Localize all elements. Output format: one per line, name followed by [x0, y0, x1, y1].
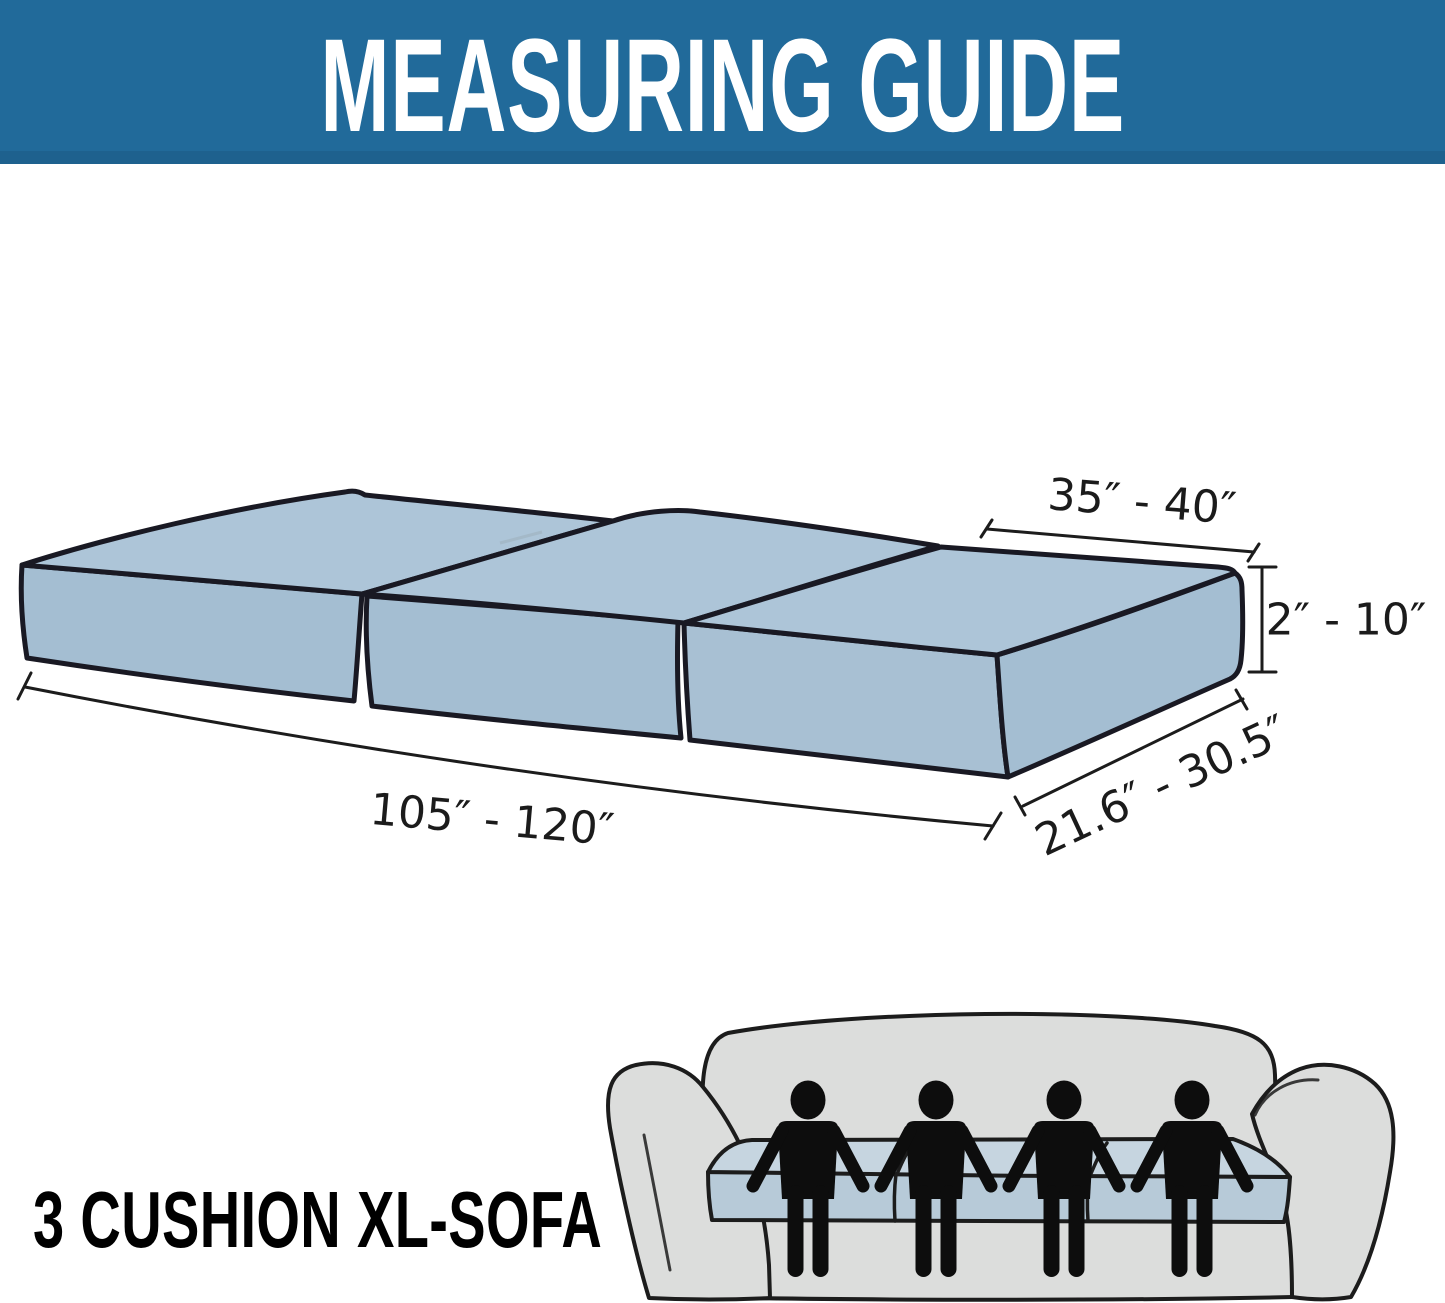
- dim-tick: [979, 518, 994, 539]
- sofa-right-arm-crease: [1253, 1078, 1320, 1117]
- banner: MEASURING GUIDE: [0, 0, 1445, 164]
- dim-line-width: [985, 527, 1256, 554]
- sofa-illustration: [606, 1011, 1396, 1302]
- dim-tick: [16, 671, 33, 701]
- dim-tick: [983, 811, 1003, 841]
- sofa-left-arm-crease: [642, 1133, 672, 1272]
- page-title: MEASURING GUIDE: [320, 10, 1125, 160]
- cushion-1-smudge: [499, 530, 543, 545]
- dim-label-seat-thickness: 2″ - 10″: [1265, 594, 1427, 646]
- cushion-1-top: [19, 488, 616, 597]
- dim-tick: [1013, 795, 1027, 817]
- dimension-lines: [16, 518, 1278, 841]
- cushion-3-top: [681, 544, 1238, 658]
- sofa-seat-seam: [892, 1172, 898, 1223]
- sofa-right-arm: [1250, 1062, 1396, 1302]
- product-title: 3 CUSHION XL-SOFA: [33, 1175, 603, 1264]
- dim-line-length: [23, 685, 995, 828]
- sofa-left-arm: [606, 1061, 772, 1302]
- cushion-2-top: [359, 508, 941, 626]
- dim-tick: [1234, 688, 1249, 711]
- dim-line-depth: [1021, 697, 1245, 808]
- dim-tick: [1246, 542, 1261, 563]
- cushion-illustration: [18, 488, 1246, 780]
